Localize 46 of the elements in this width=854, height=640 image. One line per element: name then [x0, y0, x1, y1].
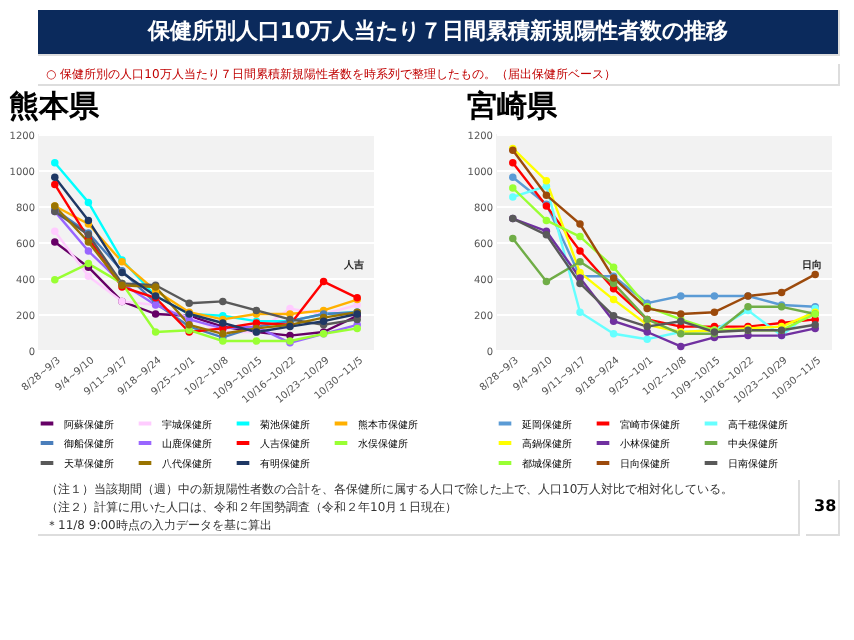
point — [84, 247, 93, 255]
chart-title: 熊本県 — [8, 88, 101, 124]
point — [677, 342, 685, 351]
point — [576, 232, 584, 241]
point — [576, 279, 584, 288]
point — [84, 272, 93, 280]
point — [643, 335, 651, 343]
point — [509, 173, 517, 181]
point — [51, 173, 59, 181]
point — [542, 216, 551, 225]
point — [219, 297, 227, 306]
point — [542, 177, 551, 185]
point — [542, 191, 551, 199]
point — [609, 263, 618, 271]
point — [542, 277, 551, 286]
point — [252, 337, 261, 345]
chart-title: 宮崎県 — [466, 88, 559, 124]
point — [51, 238, 59, 246]
point — [609, 312, 618, 320]
point — [576, 247, 584, 255]
point — [811, 270, 819, 279]
point — [677, 310, 685, 318]
point — [84, 198, 93, 207]
point — [51, 276, 59, 284]
point — [509, 193, 517, 201]
point — [319, 277, 328, 286]
point — [677, 292, 685, 300]
point — [51, 180, 59, 189]
point — [710, 308, 719, 316]
point — [609, 330, 618, 338]
point — [576, 258, 584, 266]
text: 38 — [814, 497, 838, 515]
text: 保健所別人口10万人当たり７日間累積新規陽性者数の推移 — [145, 18, 729, 44]
point — [509, 159, 517, 167]
point — [509, 234, 517, 243]
point — [151, 310, 160, 318]
point — [710, 292, 719, 300]
point — [51, 227, 59, 235]
point — [509, 184, 517, 192]
point — [609, 295, 618, 304]
point — [51, 159, 59, 167]
point — [185, 299, 193, 307]
point — [576, 220, 584, 228]
point — [576, 308, 584, 316]
point — [777, 288, 786, 297]
point — [151, 328, 160, 336]
